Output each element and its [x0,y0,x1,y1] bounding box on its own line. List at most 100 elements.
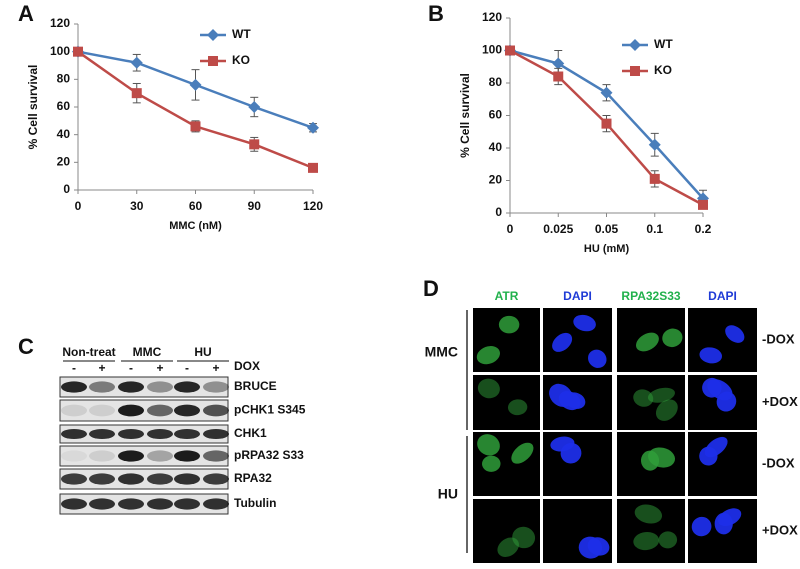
condition-label: -DOX [762,455,795,470]
nucleus [655,399,678,421]
blot-row-label: pRPA32 S33 [234,448,304,462]
band [118,473,144,485]
dox-sign: + [212,361,219,375]
column-header: DAPI [708,289,737,303]
band [118,404,144,417]
marker [601,118,612,129]
band [203,428,229,440]
nucleus [588,349,607,368]
y-axis-label: % Cell survival [26,65,40,150]
legend-label: WT [232,27,251,41]
band [147,381,173,393]
nucleus [699,446,718,466]
series-line [77,50,314,170]
marker [73,46,83,57]
blot-row-label: Tubulin [234,496,276,510]
nucleus [699,347,723,364]
band [118,381,144,393]
x-axis-label: MMC (nM) [169,220,222,232]
panel-label: A [18,1,34,26]
nucleus [477,434,500,456]
nucleus [549,383,573,407]
band [203,498,229,510]
y-tick-label: 120 [50,16,70,30]
band [174,473,200,485]
condition-label: +DOX [762,394,798,409]
marker [131,88,142,99]
marker [308,162,318,173]
panel-label: B [428,1,444,26]
nucleus [578,536,603,559]
band [61,428,87,440]
y-tick-label: 20 [489,173,503,187]
y-tick-label: 100 [482,43,502,57]
nucleus [662,328,683,348]
dox-sign: + [98,361,105,375]
marker [307,121,319,134]
marker [190,121,201,132]
column-header: ATR [495,289,519,303]
nucleus [634,504,663,524]
nucleus [498,315,520,334]
y-tick-label: 40 [489,140,503,154]
dox-label: DOX [234,359,260,373]
band [147,428,173,440]
nucleus [482,455,501,472]
band [61,381,87,393]
blot-group-label: HU [194,345,211,359]
legend-label: KO [654,63,672,77]
dox-sign: - [185,361,189,375]
y-tick-label: 80 [57,72,71,86]
band [118,450,144,462]
legend-marker [208,56,218,66]
nucleus [702,377,722,398]
x-tick-label: 0.025 [543,222,573,236]
dox-sign: - [129,361,133,375]
x-tick-label: 120 [303,199,323,213]
band [61,498,87,510]
marker [600,86,613,99]
nucleus [511,442,534,464]
nucleus [507,399,528,416]
marker [130,56,143,69]
band [203,473,229,485]
band [147,450,173,462]
y-tick-label: 0 [63,182,70,196]
column-header: DAPI [563,289,592,303]
nucleus [714,512,733,535]
legend-marker [207,29,219,41]
legend-label: WT [654,37,673,51]
nucleus [647,387,675,403]
nucleus [633,389,654,407]
nucleus [497,537,519,558]
band [203,381,229,393]
band [61,473,87,485]
nucleus [573,314,596,332]
marker [648,138,661,151]
nucleus [477,378,500,399]
x-tick-label: 30 [130,199,144,213]
marker [189,78,202,91]
nucleus [658,531,678,549]
band [174,450,200,462]
treatment-label: MMC [425,344,458,360]
band [89,381,115,393]
marker [249,139,260,150]
blot-row-label: RPA32 [234,471,272,485]
nucleus [635,332,659,352]
condition-label: +DOX [762,522,798,537]
dox-sign: - [72,361,76,375]
y-tick-label: 120 [482,10,502,24]
band [147,498,173,510]
marker [248,101,261,113]
x-tick-label: 90 [248,199,262,213]
band [61,450,87,462]
band [174,404,200,417]
marker [505,45,515,56]
blot-group-label: MMC [133,345,162,359]
band [203,450,229,462]
y-tick-label: 60 [489,108,503,122]
x-axis-label: HU (mM) [584,243,630,255]
band [174,428,200,440]
treatment-label: HU [438,486,458,502]
